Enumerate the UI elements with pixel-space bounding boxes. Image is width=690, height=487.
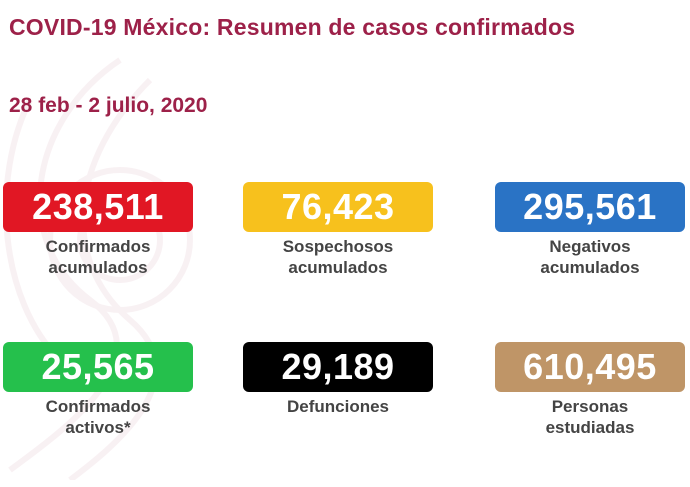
value-badge: 610,495 <box>495 342 685 392</box>
card-negativos-acumulados: 295,561 Negativos acumulados <box>495 182 685 278</box>
date-range: 28 feb - 2 julio, 2020 <box>9 94 208 117</box>
value-badge: 295,561 <box>495 182 685 232</box>
value-badge: 25,565 <box>3 342 193 392</box>
card-label: Personas estudiadas <box>545 397 635 437</box>
card-label: Defunciones <box>286 397 390 416</box>
card-confirmados-activos: 25,565 Confirmados activos* <box>3 342 193 438</box>
card-confirmados-acumulados: 238,511 Confirmados acumulados <box>3 182 193 278</box>
value-badge: 29,189 <box>243 342 433 392</box>
card-sospechosos-acumulados: 76,423 Sospechosos acumulados <box>243 182 433 278</box>
value-badge: 76,423 <box>243 182 433 232</box>
card-label: Confirmados acumulados <box>45 237 151 277</box>
card-personas-estudiadas: 610,495 Personas estudiadas <box>495 342 685 438</box>
card-label: Confirmados activos* <box>45 397 151 437</box>
value-badge: 238,511 <box>3 182 193 232</box>
card-defunciones: 29,189 Defunciones <box>243 342 433 417</box>
card-label: Negativos acumulados <box>540 237 640 277</box>
page-title: COVID-19 México: Resumen de casos confir… <box>9 14 576 40</box>
card-label: Sospechosos acumulados <box>282 237 394 277</box>
